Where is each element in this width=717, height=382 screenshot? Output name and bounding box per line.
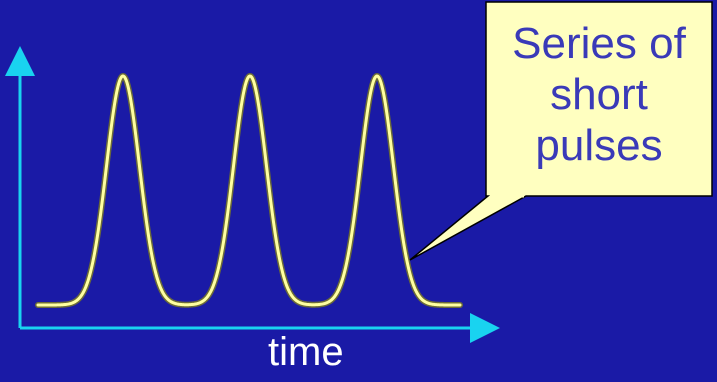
x-axis-label: time bbox=[268, 330, 344, 374]
callout-line-2: short bbox=[550, 70, 648, 119]
callout-label: Series of short pulses bbox=[484, 18, 714, 171]
callout-box bbox=[409, 1, 713, 261]
pulse-train bbox=[36, 74, 462, 307]
callout-line-3: pulses bbox=[535, 121, 663, 170]
callout-line-1: Series of bbox=[512, 19, 686, 68]
